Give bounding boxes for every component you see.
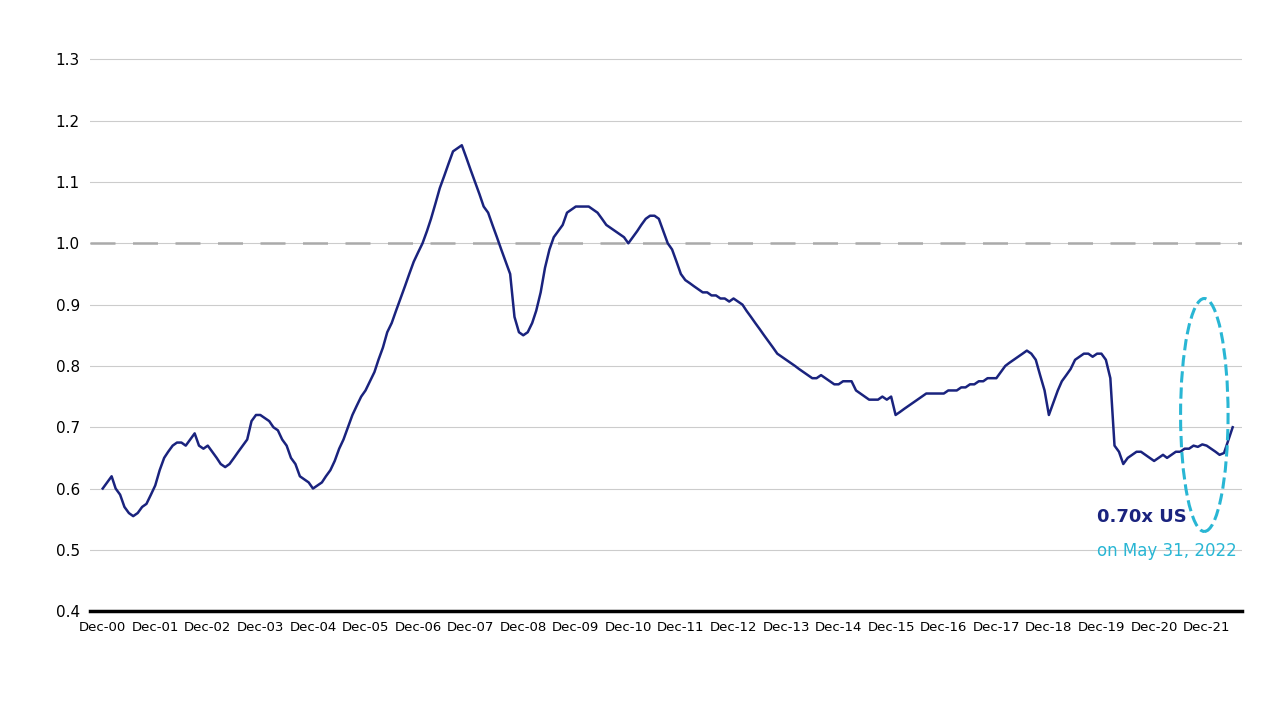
- Text: on May 31, 2022: on May 31, 2022: [1097, 542, 1236, 560]
- Text: 0.70x US: 0.70x US: [1097, 508, 1187, 526]
